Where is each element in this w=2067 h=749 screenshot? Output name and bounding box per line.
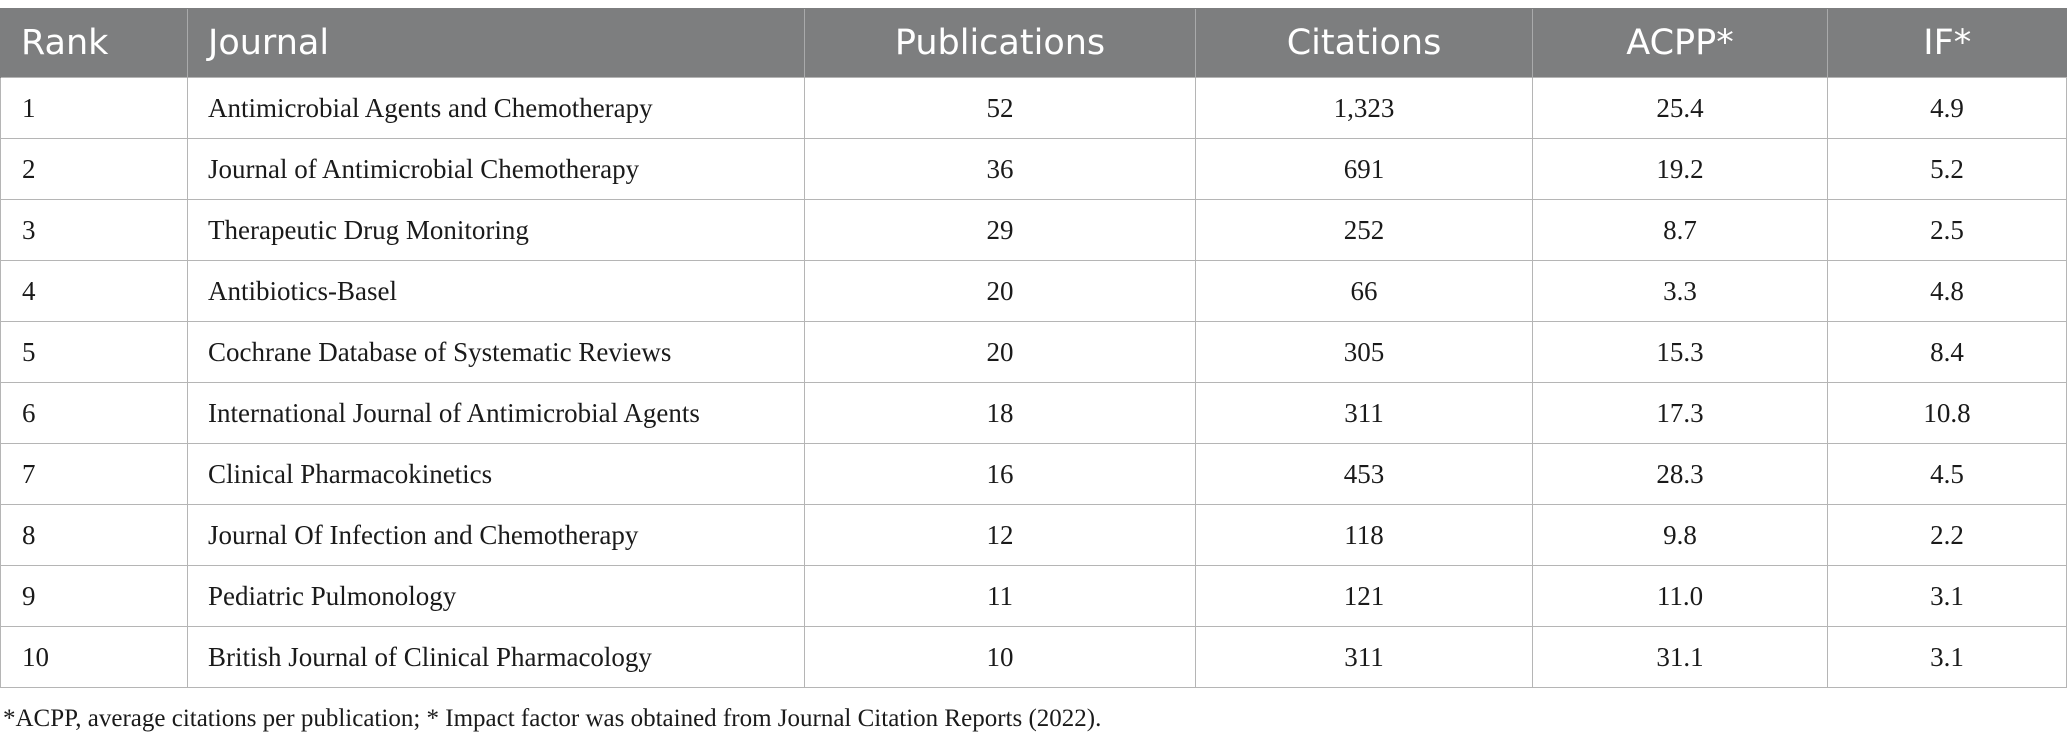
cell-acpp: 28.3 (1532, 443, 1828, 505)
table-row: 5 Cochrane Database of Systematic Reviews… (0, 321, 2067, 383)
cell-acpp: 8.7 (1532, 199, 1828, 261)
cell-journal: Cochrane Database of Systematic Reviews (187, 321, 805, 383)
header-publications: Publications (804, 8, 1196, 78)
cell-rank: 4 (0, 260, 188, 322)
table-row: 2 Journal of Antimicrobial Chemotherapy 36… (0, 138, 2067, 200)
cell-publications: 36 (804, 138, 1196, 200)
cell-citations: 311 (1195, 382, 1533, 444)
header-if: IF* (1827, 8, 2067, 78)
header-citations: Citations (1195, 8, 1533, 78)
table-footnote: *ACPP, average citations per publication… (3, 705, 1102, 732)
cell-citations: 691 (1195, 138, 1533, 200)
cell-citations: 311 (1195, 626, 1533, 688)
cell-if: 10.8 (1827, 382, 2067, 444)
cell-if: 2.2 (1827, 504, 2067, 566)
cell-citations: 305 (1195, 321, 1533, 383)
cell-acpp: 15.3 (1532, 321, 1828, 383)
cell-journal: Pediatric Pulmonology (187, 565, 805, 627)
cell-publications: 29 (804, 199, 1196, 261)
cell-journal: Antibiotics-Basel (187, 260, 805, 322)
journal-table-container: Rank Journal Publications Citations ACPP… (0, 8, 2067, 688)
cell-rank: 10 (0, 626, 188, 688)
table-row: 9 Pediatric Pulmonology 11 121 11.0 3.1 (0, 565, 2067, 627)
cell-journal: Clinical Pharmacokinetics (187, 443, 805, 505)
cell-journal: Journal Of Infection and Chemotherapy (187, 504, 805, 566)
cell-acpp: 3.3 (1532, 260, 1828, 322)
cell-citations: 453 (1195, 443, 1533, 505)
cell-citations: 118 (1195, 504, 1533, 566)
cell-journal: Antimicrobial Agents and Chemotherapy (187, 77, 805, 139)
cell-acpp: 9.8 (1532, 504, 1828, 566)
header-rank: Rank (0, 8, 188, 78)
cell-publications: 52 (804, 77, 1196, 139)
cell-rank: 9 (0, 565, 188, 627)
header-journal: Journal (187, 8, 805, 78)
cell-rank: 2 (0, 138, 188, 200)
cell-if: 5.2 (1827, 138, 2067, 200)
cell-acpp: 25.4 (1532, 77, 1828, 139)
cell-if: 4.5 (1827, 443, 2067, 505)
cell-rank: 7 (0, 443, 188, 505)
table-row: 6 International Journal of Antimicrobial … (0, 382, 2067, 444)
cell-if: 2.5 (1827, 199, 2067, 261)
cell-if: 4.9 (1827, 77, 2067, 139)
cell-acpp: 31.1 (1532, 626, 1828, 688)
table-header: Rank Journal Publications Citations ACPP… (0, 8, 2067, 78)
cell-publications: 20 (804, 260, 1196, 322)
cell-if: 3.1 (1827, 565, 2067, 627)
cell-if: 3.1 (1827, 626, 2067, 688)
cell-rank: 6 (0, 382, 188, 444)
cell-journal: International Journal of Antimicrobial A… (187, 382, 805, 444)
header-row: Rank Journal Publications Citations ACPP… (0, 8, 2067, 78)
table-row: 3 Therapeutic Drug Monitoring 29 252 8.7 2.5 (0, 199, 2067, 261)
cell-journal: Therapeutic Drug Monitoring (187, 199, 805, 261)
cell-publications: 20 (804, 321, 1196, 383)
cell-journal: Journal of Antimicrobial Chemotherapy (187, 138, 805, 200)
cell-rank: 8 (0, 504, 188, 566)
table-row: 4 Antibiotics-Basel 20 66 3.3 4.8 (0, 260, 2067, 322)
cell-journal: British Journal of Clinical Pharmacology (187, 626, 805, 688)
table-row: 7 Clinical Pharmacokinetics 16 453 28.3 4.5 (0, 443, 2067, 505)
cell-publications: 12 (804, 504, 1196, 566)
cell-publications: 16 (804, 443, 1196, 505)
table-row: 1 Antimicrobial Agents and Chemotherapy 52… (0, 77, 2067, 139)
journal-ranking-table: Rank Journal Publications Citations ACPP… (0, 8, 2067, 688)
cell-citations: 252 (1195, 199, 1533, 261)
cell-citations: 66 (1195, 260, 1533, 322)
cell-if: 8.4 (1827, 321, 2067, 383)
cell-citations: 121 (1195, 565, 1533, 627)
table-row: 10 British Journal of Clinical Pharmacolo… (0, 626, 2067, 688)
cell-acpp: 17.3 (1532, 382, 1828, 444)
cell-publications: 10 (804, 626, 1196, 688)
cell-acpp: 11.0 (1532, 565, 1828, 627)
cell-publications: 18 (804, 382, 1196, 444)
cell-publications: 11 (804, 565, 1196, 627)
cell-rank: 5 (0, 321, 188, 383)
header-acpp: ACPP* (1532, 8, 1828, 78)
cell-if: 4.8 (1827, 260, 2067, 322)
table-body: 1 Antimicrobial Agents and Chemotherapy 52… (0, 77, 2067, 688)
cell-citations: 1,323 (1195, 77, 1533, 139)
table-row: 8 Journal Of Infection and Chemotherapy 12… (0, 504, 2067, 566)
cell-acpp: 19.2 (1532, 138, 1828, 200)
cell-rank: 1 (0, 77, 188, 139)
cell-rank: 3 (0, 199, 188, 261)
